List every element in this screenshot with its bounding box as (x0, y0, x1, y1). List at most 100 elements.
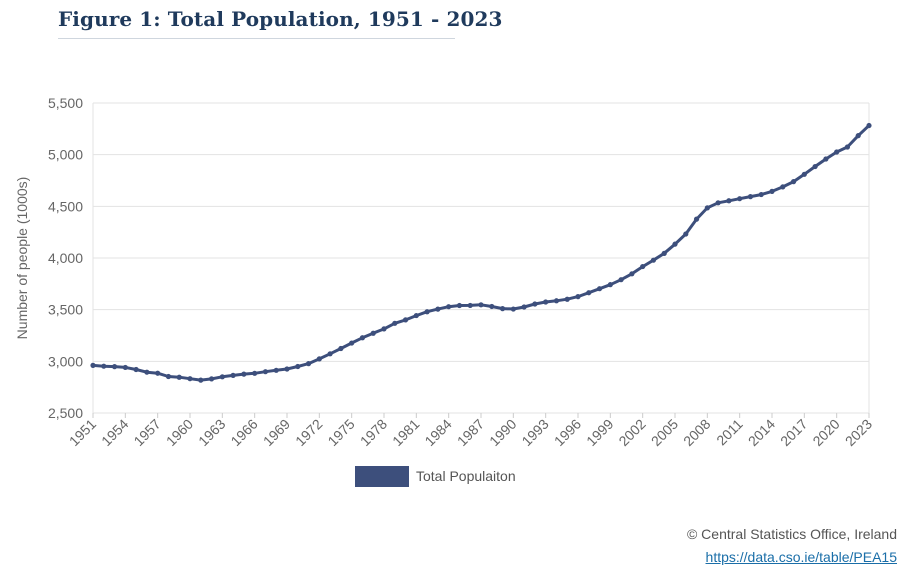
data-point[interactable] (661, 250, 667, 256)
data-point[interactable] (284, 366, 290, 372)
grid-lines (92, 102, 870, 414)
x-tick-label: 1972 (292, 416, 325, 449)
y-axis-ticks: 2,500 3,000 3,500 4,000 4,500 5,000 5,500 (48, 95, 83, 421)
data-point[interactable] (338, 345, 344, 352)
data-point[interactable] (198, 377, 204, 383)
data-point[interactable] (715, 200, 721, 206)
source-link[interactable]: https://data.cso.ie/table/PEA15 (705, 549, 897, 565)
data-point[interactable] (327, 351, 333, 357)
data-point[interactable] (790, 179, 797, 185)
data-point[interactable] (381, 326, 387, 332)
x-tick-label: 1960 (163, 416, 196, 449)
data-point[interactable] (510, 306, 516, 312)
data-point[interactable] (359, 335, 366, 341)
data-point[interactable] (747, 194, 754, 200)
data-point[interactable] (370, 330, 376, 336)
data-point[interactable] (478, 302, 484, 308)
data-point[interactable] (456, 302, 463, 309)
population-line-chart: 2,500 3,000 3,500 4,000 4,500 5,000 5,500 1951… (14, 95, 875, 487)
data-point[interactable] (413, 312, 419, 319)
y-tick-label: 4,500 (48, 198, 83, 214)
data-point[interactable] (252, 370, 258, 376)
data-point[interactable] (844, 144, 851, 150)
data-point[interactable] (618, 277, 624, 283)
data-point[interactable] (780, 184, 786, 190)
x-tick-label: 1987 (454, 416, 487, 449)
legend[interactable]: Total Populaiton (355, 466, 516, 487)
x-axis-ticks: 1951195419571960196319661969197219751978… (66, 413, 875, 449)
data-point[interactable] (769, 188, 775, 194)
data-point[interactable] (801, 171, 807, 177)
data-point[interactable] (219, 374, 225, 380)
data-point[interactable] (855, 133, 861, 139)
x-tick-label: 1963 (195, 416, 228, 449)
y-tick-label: 5,500 (48, 95, 83, 111)
data-point[interactable] (165, 373, 172, 380)
data-point[interactable] (467, 302, 473, 309)
data-point[interactable] (316, 356, 322, 362)
data-point[interactable] (672, 241, 678, 247)
data-point[interactable] (834, 149, 840, 155)
data-point[interactable] (446, 304, 452, 310)
x-tick-label: 1969 (260, 416, 293, 449)
data-point[interactable] (402, 317, 409, 323)
data-point[interactable] (349, 340, 355, 346)
data-point[interactable] (155, 370, 161, 376)
x-tick-label: 2002 (615, 416, 648, 449)
data-point[interactable] (90, 362, 96, 368)
data-point[interactable] (726, 198, 732, 204)
data-point[interactable] (758, 191, 764, 198)
data-point[interactable] (424, 309, 430, 315)
data-point[interactable] (122, 364, 128, 371)
data-point[interactable] (144, 369, 150, 375)
data-point[interactable] (273, 367, 279, 373)
y-tick-label: 2,500 (48, 405, 83, 421)
data-point[interactable] (111, 364, 118, 370)
x-tick-label: 2011 (713, 416, 746, 449)
data-point[interactable] (435, 306, 441, 312)
data-point[interactable] (553, 298, 560, 304)
data-point[interactable] (241, 371, 247, 377)
x-tick-label: 1984 (421, 416, 454, 449)
data-point[interactable] (532, 301, 538, 307)
x-tick-label: 1978 (357, 416, 390, 449)
data-point[interactable] (262, 369, 269, 375)
data-point[interactable] (737, 196, 743, 202)
data-point[interactable] (543, 299, 549, 305)
data-point[interactable] (208, 376, 215, 382)
x-tick-label: 1999 (583, 416, 616, 449)
data-point[interactable] (704, 205, 710, 211)
x-tick-label: 1981 (389, 416, 422, 449)
data-point[interactable] (176, 374, 182, 380)
data-point[interactable] (564, 296, 570, 302)
data-point[interactable] (596, 286, 603, 292)
data-point[interactable] (640, 263, 646, 270)
data-point[interactable] (866, 122, 872, 129)
data-point[interactable] (823, 156, 829, 162)
data-point[interactable] (295, 363, 301, 370)
data-point[interactable] (133, 366, 139, 373)
x-tick-label: 1957 (130, 416, 163, 449)
data-point[interactable] (629, 271, 635, 277)
data-point[interactable] (586, 290, 592, 296)
data-point[interactable] (101, 363, 107, 369)
x-tick-label: 1966 (227, 416, 260, 449)
x-tick-label: 1996 (551, 416, 584, 449)
data-point[interactable] (650, 257, 657, 263)
data-point[interactable] (607, 282, 613, 288)
data-point[interactable] (683, 231, 689, 237)
data-point[interactable] (812, 163, 818, 170)
data-point[interactable] (521, 304, 527, 310)
data-point[interactable] (230, 372, 236, 378)
x-tick-label: 1990 (486, 416, 519, 449)
data-point[interactable] (392, 320, 398, 326)
data-point[interactable] (187, 376, 193, 382)
x-tick-label: 1954 (98, 416, 131, 449)
data-point[interactable] (305, 361, 312, 367)
x-tick-label: 2014 (745, 416, 778, 449)
data-point[interactable] (693, 216, 700, 222)
data-point[interactable] (489, 303, 495, 310)
data-point[interactable] (499, 306, 506, 312)
y-axis-label: Number of people (1000s) (14, 177, 30, 340)
data-point[interactable] (575, 294, 581, 300)
